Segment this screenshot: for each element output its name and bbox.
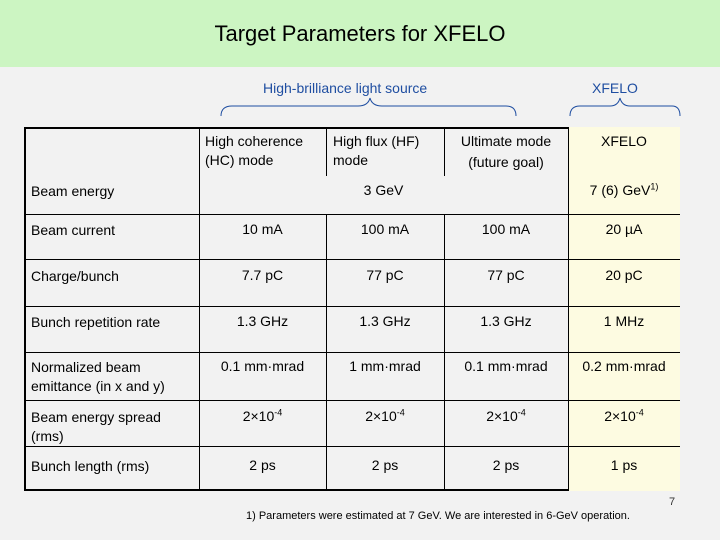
value-emittance-um: 0.1 mm·mrad — [464, 358, 548, 374]
row-divider — [24, 214, 680, 215]
value-spread-hf: 2×10-4 — [365, 407, 405, 424]
value-reprate-xfelo: 1 MHz — [603, 313, 645, 329]
value-beam-energy-xfelo: 7 (6) GeV1) — [589, 181, 659, 198]
row-divider — [24, 400, 680, 401]
row-label-bunch-length: Bunch length (rms) — [31, 458, 150, 474]
col-divider — [326, 127, 327, 176]
header-hf: High flux (HF) mode — [333, 132, 419, 170]
col-divider — [326, 214, 327, 491]
value-charge-hc: 7.7 pC — [241, 267, 284, 283]
value-beam-current-xfelo: 20 µA — [605, 221, 643, 237]
header-um: Ultimate mode (future goal) — [444, 132, 568, 172]
value-charge-xfelo: 20 pC — [605, 267, 643, 283]
row-divider — [24, 446, 680, 447]
row-label-emittance-line1: Normalized beam — [31, 359, 141, 375]
row-label-emittance: Normalized beam emittance (in x and y) — [31, 358, 165, 396]
group-label-xfelo: XFELO — [592, 80, 638, 96]
col-divider — [444, 127, 445, 176]
row-label-energy-spread-line2: (rms) — [31, 427, 64, 444]
header-hf-line2: mode — [333, 151, 369, 168]
row-label-repetition-rate: Bunch repetition rate — [31, 314, 161, 330]
value-spread-hc: 2×10-4 — [242, 407, 283, 424]
value-reprate-hc: 1.3 GHz — [236, 313, 289, 329]
header-um-line2: (future goal) — [468, 153, 544, 170]
row-label-charge-bunch: Charge/bunch — [31, 268, 119, 284]
page-number: 7 — [669, 496, 676, 508]
brace-xfelo — [569, 97, 681, 117]
value-length-hc: 2 ps — [249, 457, 276, 473]
group-label-light-source: High-brilliance light source — [263, 80, 428, 96]
row-label-energy-spread: Beam energy spread (rms) — [31, 408, 161, 446]
col-divider — [199, 127, 200, 491]
brace-light-source — [220, 97, 517, 117]
row-label-beam-energy: Beam energy — [31, 183, 115, 199]
value-beam-current-um: 100 mA — [481, 221, 531, 237]
value-length-um: 2 ps — [492, 457, 520, 473]
value-charge-um: 77 pC — [487, 267, 525, 283]
header-hc-line2: (HC) mode — [205, 151, 274, 168]
value-reprate-hf: 1.3 GHz — [359, 313, 411, 329]
value-spread-um: 2×10-4 — [486, 407, 526, 424]
value-beam-current-hf: 100 mA — [360, 221, 410, 237]
value-length-xfelo: 1 ps — [610, 457, 638, 473]
header-hc-line1: High coherence — [205, 133, 304, 149]
value-charge-hf: 77 pC — [366, 267, 404, 283]
slide-title: Target Parameters for XFELO — [214, 21, 506, 46]
value-beam-energy-shared: 3 GeV — [363, 182, 404, 198]
row-label-beam-current: Beam current — [31, 222, 116, 238]
col-divider — [444, 214, 445, 491]
footnote: 1) Parameters were estimated at 7 GeV. W… — [246, 510, 630, 522]
header-hc: High coherence (HC) mode — [205, 132, 303, 170]
value-emittance-hf: 1 mm·mrad — [349, 358, 421, 374]
value-emittance-xfelo: 0.2 mm·mrad — [582, 358, 666, 374]
row-divider — [24, 259, 680, 260]
row-divider — [24, 352, 680, 353]
value-spread-xfelo: 2×10-4 — [604, 407, 644, 424]
value-beam-current-hc: 10 mA — [242, 221, 283, 237]
value-emittance-hc: 0.1 mm·mrad — [220, 358, 305, 374]
value-length-hf: 2 ps — [371, 457, 399, 473]
title-bar — [0, 0, 720, 67]
header-um-line1: Ultimate mode — [460, 133, 552, 149]
xfelo-column-highlight — [568, 127, 680, 491]
header-hf-line1: High flux (HF) — [333, 133, 420, 149]
row-label-emittance-line2: emittance (in x and y) — [31, 377, 165, 394]
value-reprate-um: 1.3 GHz — [480, 313, 532, 329]
header-xfelo: XFELO — [601, 133, 647, 149]
row-label-energy-spread-line1: Beam energy spread — [31, 409, 161, 425]
row-divider — [24, 306, 680, 307]
